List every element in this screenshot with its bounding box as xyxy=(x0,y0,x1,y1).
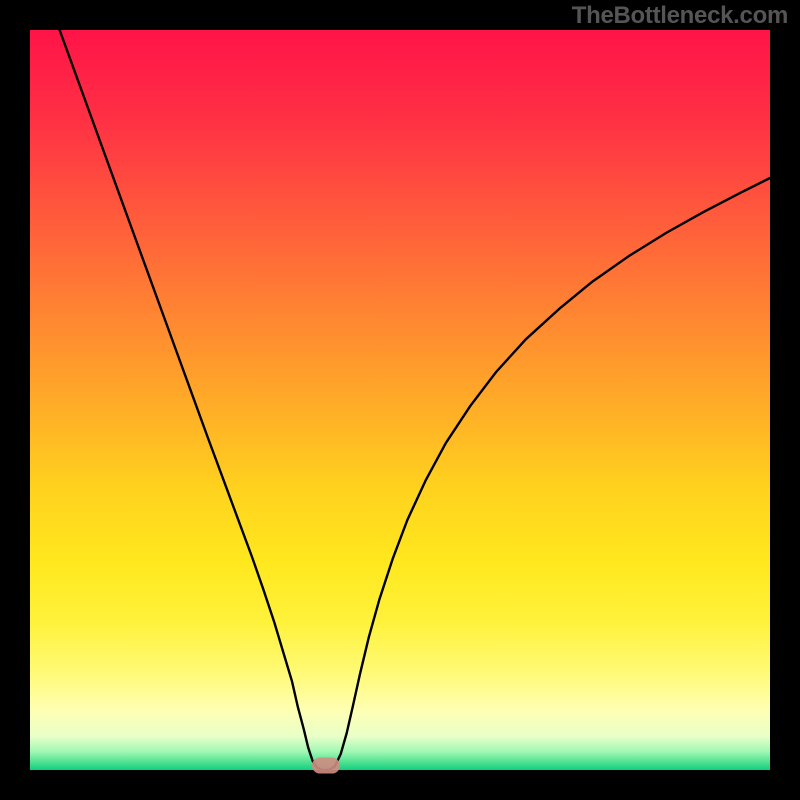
chart-svg xyxy=(0,0,800,800)
watermark-text: TheBottleneck.com xyxy=(572,2,788,30)
plot-background xyxy=(30,30,770,770)
image-root: TheBottleneck.com xyxy=(0,0,800,800)
optimum-marker xyxy=(312,758,340,774)
